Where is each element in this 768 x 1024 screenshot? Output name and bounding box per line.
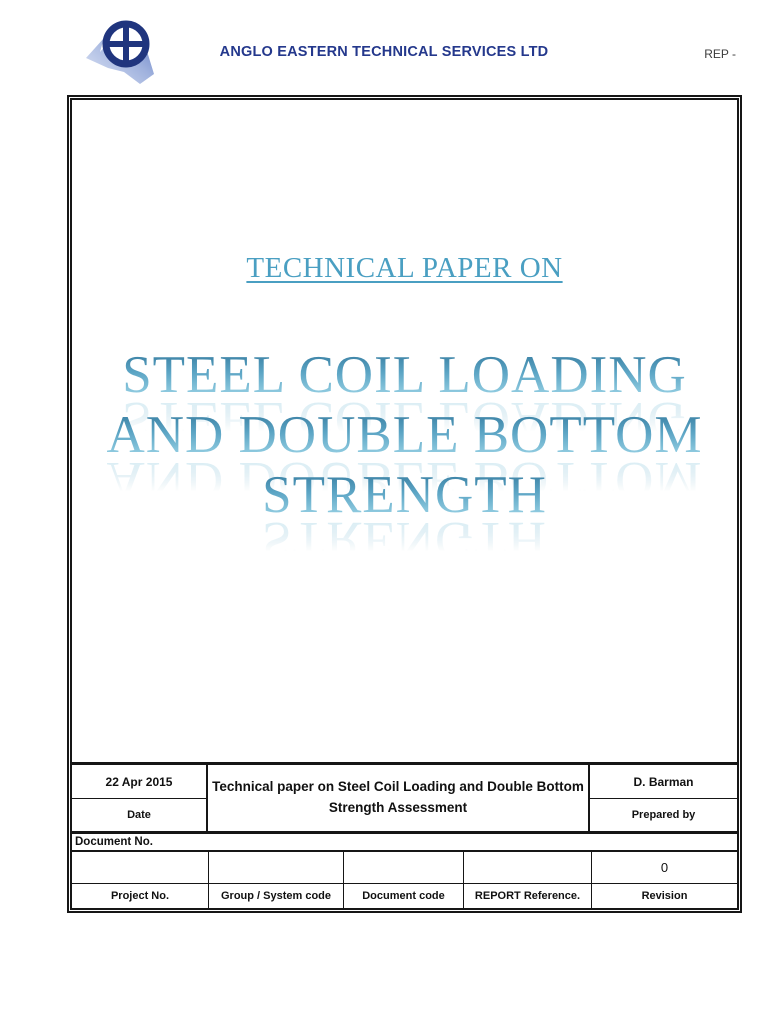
document-title: Technical paper on Steel Coil Loading an… [212, 779, 584, 815]
cover-body: TECHNICAL PAPER ON STEEL COIL LOADING ST… [72, 100, 737, 762]
project-no-label: Project No. [110, 890, 170, 902]
cover-title-text: STRENGTH [262, 466, 547, 524]
group-system-code-label: Group / System code [208, 884, 343, 908]
cover-subtitle: TECHNICAL PAPER ON [246, 252, 563, 284]
project-no-value [72, 852, 208, 883]
document-no-label: Document No. [72, 831, 737, 850]
cover-title-line-3: STRENGTH STRENGTH [72, 466, 737, 569]
info-table-top-section: 22 Apr 2015 Technical paper on Steel Coi… [72, 765, 737, 831]
report-reference-prefix: REP - [704, 47, 736, 61]
date-value: 22 Apr 2015 [72, 765, 208, 799]
cover-title-text: STEEL COIL LOADING [122, 346, 687, 404]
report-reference-label: REPORT Reference. [463, 884, 591, 908]
company-name: ANGLO EASTERN TECHNICAL SERVICES LTD [219, 44, 549, 60]
group-system-code-value [208, 852, 343, 883]
cover-title-line-2: AND DOUBLE BOTTOM AND DOUBLE BOTTOM [72, 406, 737, 509]
info-table-label-row: Project No. Group / System code Document… [72, 883, 737, 908]
page-header: ANGLO EASTERN TECHNICAL SERVICES LTD REP… [0, 0, 768, 95]
report-reference-value [463, 852, 591, 883]
revision-value: 0 [591, 852, 737, 883]
document-code-label: Document code [343, 884, 463, 908]
company-logo-icon [86, 20, 154, 84]
document-code-value [343, 852, 463, 883]
cover-title: STEEL COIL LOADING STEEL COIL LOADING AN… [72, 346, 737, 569]
cover-border-box: TECHNICAL PAPER ON STEEL COIL LOADING ST… [67, 95, 742, 913]
cover-title-text: AND DOUBLE BOTTOM [106, 406, 703, 464]
cover-title-line-1: STEEL COIL LOADING STEEL COIL LOADING [72, 346, 737, 449]
date-label: Date [72, 799, 208, 831]
info-table-value-row: 0 [72, 850, 737, 883]
revision-label: Revision [591, 884, 737, 908]
document-info-table: 22 Apr 2015 Technical paper on Steel Coi… [72, 762, 737, 908]
prepared-by-value: D. Barman [588, 765, 737, 799]
prepared-by-label: Prepared by [588, 799, 737, 831]
